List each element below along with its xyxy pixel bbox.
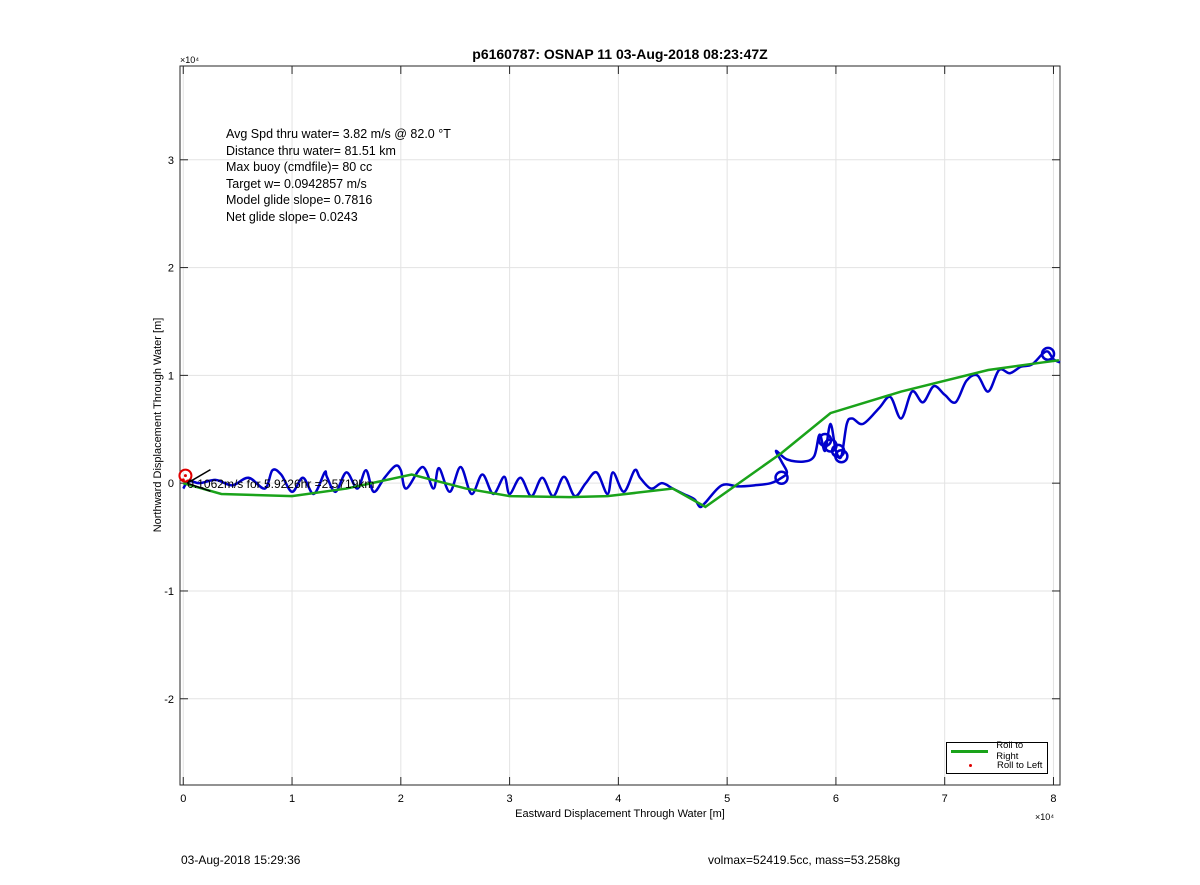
info-net-glide-slope: Net glide slope= 0.0243 — [226, 209, 358, 224]
x-tick-label: 0 — [180, 793, 186, 805]
track-loop — [1040, 346, 1056, 362]
x-tick-label: 8 — [1050, 793, 1056, 805]
roll-right-line — [182, 359, 1060, 509]
legend-item-roll-right: Roll to Right — [951, 740, 1047, 762]
info-target-w: Target w= 0.0942857 m/s — [226, 176, 367, 191]
roll-left-marker — [178, 468, 193, 483]
info-panel: Avg Spd thru water= 3.82 m/s @ 82.0 °T D… — [226, 126, 451, 225]
y-tick-label: -2 — [164, 694, 174, 706]
info-avg-speed: Avg Spd thru water= 3.82 m/s @ 82.0 °T — [226, 127, 451, 141]
legend-label-roll-left: Roll to Left — [997, 759, 1043, 771]
info-max-buoy: Max buoy (cmdfile)= 80 cc — [226, 160, 373, 174]
track-loop — [834, 448, 849, 464]
y-axis-label: Northward Displacement Through Water [m] — [152, 317, 164, 533]
y-tick-label: 3 — [168, 155, 174, 167]
y-axis-exponent: ×10⁴ — [180, 55, 199, 65]
legend: Roll to Right Roll to Left — [946, 740, 1048, 774]
x-tick-label: 7 — [942, 793, 948, 805]
y-tick-label: -1 — [164, 586, 174, 598]
x-axis-exponent: ×10⁴ — [1035, 812, 1054, 822]
legend-dot-swatch — [951, 763, 989, 767]
x-tick-label: 6 — [833, 793, 839, 805]
current-annotation: 0.1062m/s for 5.9226hr =2.5719km — [187, 477, 374, 491]
info-distance: Distance thru water= 81.51 km — [226, 143, 396, 158]
axes-box — [179, 65, 1061, 786]
current-arrow-head — [187, 482, 211, 492]
footer-stats: volmax=52419.5cc, mass=53.258kg — [708, 853, 901, 867]
x-tick-label: 3 — [507, 793, 513, 805]
legend-label-roll-right: Roll to Right — [996, 740, 1024, 762]
chart-title: p6160787: OSNAP 11 03-Aug-2018 08:23:47Z — [472, 46, 768, 62]
roll-left-point — [181, 478, 185, 482]
y-tick-label: 0 — [168, 478, 174, 490]
y-tick-label: 2 — [168, 263, 174, 275]
current-arrow-line — [186, 468, 211, 484]
x-tick-label: 1 — [289, 793, 295, 805]
dive-track-line — [182, 350, 1061, 509]
x-axis-label: Eastward Displacement Through Water [m] — [515, 808, 725, 820]
track-loop — [774, 470, 789, 486]
legend-line-swatch — [951, 749, 989, 753]
footer-date: 03-Aug-2018 15:29:36 — [181, 853, 301, 867]
legend-item-roll-left: Roll to Left — [951, 758, 1042, 772]
info-model-glide-slope: Model glide slope= 0.7816 — [226, 193, 373, 207]
x-tick-label: 4 — [615, 793, 621, 805]
x-tick-label: 5 — [724, 793, 730, 805]
y-tick-label: 1 — [168, 370, 174, 382]
roll-left-point — [183, 474, 187, 478]
x-tick-label: 2 — [398, 793, 404, 805]
